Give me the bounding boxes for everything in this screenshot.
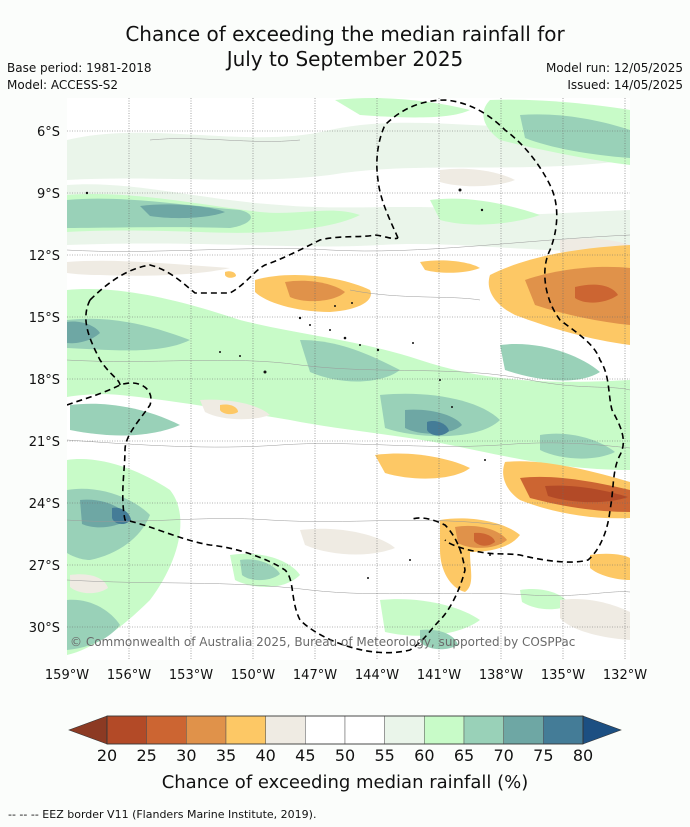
lon-label: 138°W [479, 668, 523, 683]
lon-label: 147°W [293, 668, 337, 683]
copyright-notice: © Commonwealth of Australia 2025, Bureau… [70, 635, 575, 649]
colorbar-tick-label: 30 [176, 746, 196, 765]
lat-label: 24°S [29, 497, 60, 512]
lat-label: 18°S [29, 373, 60, 388]
model-name: Model: ACCESS-S2 [7, 78, 119, 92]
colorbar-tick-label: 65 [454, 746, 474, 765]
base-period: Base period: 1981-2018 [7, 61, 152, 75]
lat-label: 15°S [29, 311, 60, 326]
lat-label: 9°S [37, 187, 60, 202]
colorbar-segment [384, 715, 425, 745]
colorbar-segment [146, 715, 187, 745]
colorbar-outline [106, 715, 584, 745]
colorbar-tick-label: 60 [414, 746, 434, 765]
lon-label: 159°W [45, 668, 89, 683]
lon-label: 156°W [107, 668, 151, 683]
latitude-labels: 6°S 9°S 12°S 15°S 18°S 21°S 24°S 27°S 30… [29, 125, 60, 636]
lat-label: 12°S [29, 249, 60, 264]
lon-label: 144°W [355, 668, 399, 683]
colorbar-tick-label: 55 [374, 746, 394, 765]
meta-left: Base period: 1981-2018 Model: ACCESS-S2 [7, 60, 152, 94]
colorbar-tick-label: 25 [136, 746, 156, 765]
lat-label: 27°S [29, 559, 60, 574]
probability-fields [67, 98, 630, 655]
colorbar-tick-label: 20 [97, 746, 117, 765]
eez-border [67, 99, 625, 654]
title-line-2: July to September 2025 [226, 47, 464, 71]
colorbar-tick-label: 45 [295, 746, 315, 765]
colorbar-tick-label: 80 [573, 746, 593, 765]
colorbar-tick-label: 75 [533, 746, 553, 765]
model-run: Model run: 12/05/2025 [545, 61, 683, 75]
colorbar-segment [225, 715, 266, 745]
lon-label: 153°W [169, 668, 213, 683]
colorbar-segment [305, 715, 346, 745]
map-title: Chance of exceeding the median rainfall … [0, 22, 690, 72]
colorbar-segment [344, 715, 385, 745]
colorbar-segment [186, 715, 227, 745]
colorbar-arrow-high [582, 715, 622, 745]
lat-label: 21°S [29, 435, 60, 450]
colorbar-segment [503, 715, 544, 745]
lon-label: 141°W [417, 668, 461, 683]
contour-lines [67, 138, 630, 596]
title-line-1: Chance of exceeding the median rainfall … [125, 22, 565, 46]
graticule [67, 98, 630, 660]
colorbar-segment [543, 715, 584, 745]
meta-right: Model run: 12/05/2025 Issued: 14/05/2025 [546, 60, 683, 94]
lon-label: 150°W [231, 668, 275, 683]
colorbar-tick-label: 50 [335, 746, 355, 765]
colorbar-segment [463, 715, 504, 745]
colorbar-segment [265, 715, 306, 745]
colorbar-title: Chance of exceeding median rainfall (%) [162, 772, 529, 793]
colorbar-arrow-low [68, 715, 108, 745]
lat-label: 6°S [37, 125, 60, 140]
colorbar-segment [424, 715, 465, 745]
issued-date: Issued: 14/05/2025 [567, 78, 683, 92]
eez-legend-note: -- -- -- EEZ border V11 (Flanders Marine… [8, 808, 317, 821]
islands [85, 188, 491, 579]
lat-label: 30°S [29, 621, 60, 636]
colorbar [68, 715, 622, 745]
colorbar-tick-label: 40 [255, 746, 275, 765]
colorbar-segment [106, 715, 147, 745]
map-panel: © Commonwealth of Australia 2025, Bureau… [67, 98, 630, 660]
colorbar-tick-label: 70 [493, 746, 513, 765]
colorbar-labels: 20 25 30 35 40 45 50 55 60 65 70 75 80 [97, 746, 593, 765]
colorbar-tick-label: 35 [216, 746, 236, 765]
longitude-labels: 159°W 156°W 153°W 150°W 147°W 144°W 141°… [45, 668, 647, 683]
lon-label: 132°W [603, 668, 647, 683]
lon-label: 135°W [541, 668, 585, 683]
